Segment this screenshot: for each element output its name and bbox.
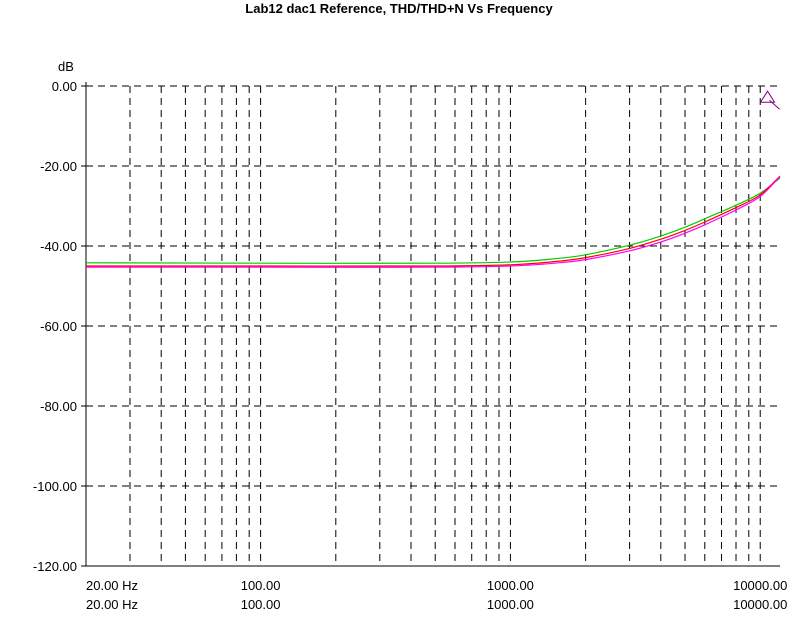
x-tick-label: 100.00: [241, 578, 281, 593]
chart-title: Lab12 dac1 Reference, THD/THD+N Vs Frequ…: [245, 1, 553, 16]
x-tick-label: 1000.00: [487, 578, 534, 593]
x-tick-label: 20.00 Hz: [86, 578, 138, 593]
series-line-1: [85, 177, 781, 264]
y-tick-label: -100.00: [33, 479, 77, 494]
series-line-3: [86, 175, 781, 268]
x-tick-labels: 20.00 Hz 20.00 Hz 100.00 100.00 1000.00 1000.…: [86, 578, 787, 612]
x-tick-label-secondary: 100.00: [241, 597, 281, 612]
y-tick-label: 0.00: [52, 79, 77, 94]
series-layer: [85, 175, 781, 268]
x-tick-label-secondary: 20.00 Hz: [86, 597, 138, 612]
cursor-triangle-icon: [759, 90, 776, 103]
x-tick-label: 10000.00: [733, 578, 787, 593]
y-tick-label: -40.00: [40, 239, 77, 254]
y-axis-label: dB: [58, 59, 74, 74]
axes: [81, 82, 780, 567]
x-tick-label-secondary: 1000.00: [487, 597, 534, 612]
grid: [86, 85, 780, 566]
y-tick-label: -80.00: [40, 399, 77, 414]
cursor-tail: [769, 99, 780, 110]
y-tick-label: -120.00: [33, 559, 77, 574]
y-tick-label: -60.00: [40, 319, 77, 334]
series-line-2: [86, 175, 781, 267]
y-tick-label: -20.00: [40, 159, 77, 174]
y-tick-labels: 0.00 -20.00 -40.00 -60.00 -80.00 -100.00 -120.…: [33, 79, 77, 574]
cursor-marker: [759, 90, 780, 110]
x-tick-label-secondary: 10000.00: [733, 597, 787, 612]
